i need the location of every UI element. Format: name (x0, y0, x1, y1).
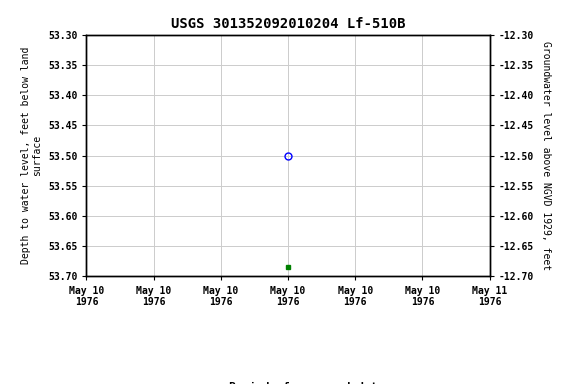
Legend: Period of approved data: Period of approved data (188, 378, 388, 384)
Y-axis label: Groundwater level above NGVD 1929, feet: Groundwater level above NGVD 1929, feet (541, 41, 551, 270)
Y-axis label: Depth to water level, feet below land
surface: Depth to water level, feet below land su… (21, 47, 43, 264)
Title: USGS 301352092010204 Lf-510B: USGS 301352092010204 Lf-510B (170, 17, 406, 31)
